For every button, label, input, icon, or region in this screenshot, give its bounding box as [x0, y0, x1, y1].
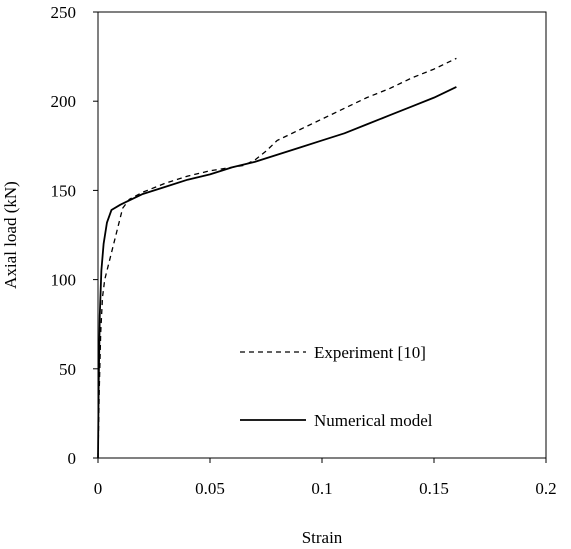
x-tick-label: 0.15 [419, 479, 449, 498]
y-tick-label: 150 [51, 181, 77, 200]
x-axis-ticks: 0 0.05 0.1 0.15 0.2 [94, 458, 557, 498]
y-tick-label: 100 [51, 271, 77, 290]
legend: Experiment [10] Numerical model [240, 343, 433, 430]
experiment-series-line [97, 57, 457, 459]
x-tick-label: 0.2 [535, 479, 556, 498]
y-tick-label: 50 [59, 360, 76, 379]
y-tick-label: 200 [51, 92, 77, 111]
y-axis-title: Axial load (kN) [1, 181, 20, 289]
legend-label: Numerical model [314, 411, 433, 430]
series-layer [97, 57, 457, 459]
y-tick-label: 0 [68, 449, 77, 468]
legend-label: Experiment [10] [314, 343, 426, 362]
y-axis-ticks: 0 50 100 150 200 250 [51, 3, 98, 468]
x-axis-title: Strain [302, 528, 343, 547]
y-tick-label: 250 [51, 3, 77, 22]
x-tick-label: 0.05 [195, 479, 225, 498]
x-tick-label: 0.1 [311, 479, 332, 498]
plot-frame [97, 11, 547, 459]
numerical-model-series-line [97, 86, 457, 459]
x-tick-label: 0 [94, 479, 103, 498]
